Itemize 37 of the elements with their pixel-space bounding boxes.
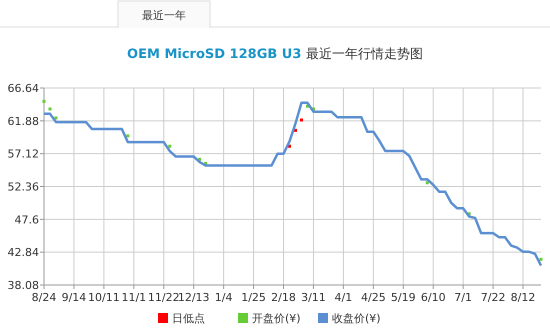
- chart-title: OEM MicroSD 128GB U3 最近一年行情走势图: [127, 47, 423, 62]
- y-tick-label: 47.6: [14, 213, 39, 226]
- point: [300, 118, 303, 122]
- y-tick-label: 38.08: [8, 279, 39, 292]
- x-tick-label: 1/25: [241, 291, 266, 304]
- x-tick-label: 12/13: [178, 291, 210, 304]
- text: 最近一年: [142, 9, 186, 22]
- point: [426, 181, 429, 184]
- point: [126, 134, 130, 138]
- x-tick-label: 11/1: [121, 291, 146, 304]
- x-tick-label: 9/14: [62, 291, 86, 304]
- x-tick-label: 4/25: [360, 291, 386, 304]
- line-series: [42, 102, 542, 267]
- point: [48, 107, 52, 110]
- y-tick-label: 57.12: [8, 148, 39, 161]
- y-tick-label: 52.36: [8, 180, 39, 194]
- x-tick-label: 11/22: [148, 291, 180, 304]
- point: [42, 100, 46, 103]
- x-tick-label: 2/18: [271, 291, 296, 304]
- x-tick-label: 8/24: [32, 291, 56, 304]
- x-tick-label: 7/1: [454, 291, 472, 304]
- x-tick-label: 8/12: [510, 291, 536, 304]
- legend-label: 开盘价(¥): [252, 312, 301, 325]
- y-tick-label: 42.84: [8, 246, 39, 260]
- legend-label: 日低点: [172, 312, 205, 325]
- x-tick-label: 10/11: [88, 291, 120, 304]
- x-tick-label: 6/10: [420, 291, 446, 304]
- x-tick-label: 1/4: [214, 291, 232, 304]
- y-tick-label: 66.64: [8, 82, 39, 95]
- x-tick-label: 3/11: [301, 291, 326, 304]
- legend-label: 收盘价(¥): [332, 312, 381, 325]
- y-tick-label: 61.88: [8, 114, 39, 128]
- x-tick-label: 4/1: [334, 291, 352, 304]
- x-tick-label: 5/19: [390, 291, 416, 304]
- x-tick-label: 7/22: [480, 291, 506, 304]
- point: [168, 144, 172, 148]
- point: [540, 258, 542, 261]
